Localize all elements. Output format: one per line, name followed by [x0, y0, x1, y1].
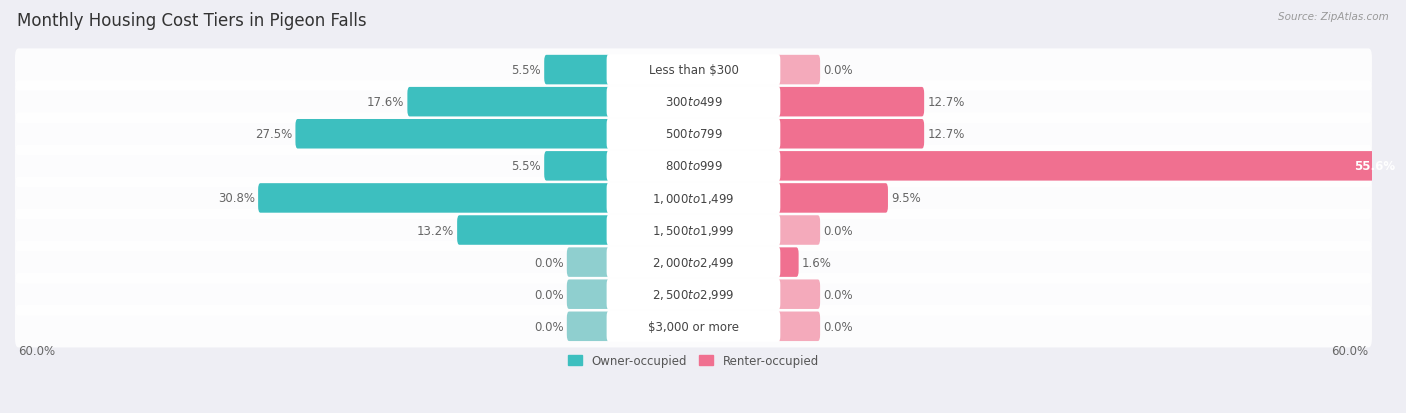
- Text: $1,000 to $1,499: $1,000 to $1,499: [652, 192, 735, 205]
- Text: $3,000 or more: $3,000 or more: [648, 320, 740, 333]
- Text: 0.0%: 0.0%: [534, 288, 564, 301]
- Text: $1,500 to $1,999: $1,500 to $1,999: [652, 223, 735, 237]
- FancyBboxPatch shape: [15, 305, 1372, 348]
- Text: 27.5%: 27.5%: [254, 128, 292, 141]
- Text: $800 to $999: $800 to $999: [665, 160, 723, 173]
- Text: $2,000 to $2,499: $2,000 to $2,499: [652, 256, 735, 269]
- FancyBboxPatch shape: [15, 209, 1372, 252]
- Text: $300 to $499: $300 to $499: [665, 96, 723, 109]
- Text: 0.0%: 0.0%: [824, 288, 853, 301]
- FancyBboxPatch shape: [776, 216, 820, 245]
- Text: 0.0%: 0.0%: [824, 224, 853, 237]
- Text: 60.0%: 60.0%: [18, 344, 55, 357]
- FancyBboxPatch shape: [295, 120, 612, 149]
- FancyBboxPatch shape: [15, 49, 1372, 92]
- FancyBboxPatch shape: [457, 216, 612, 245]
- FancyBboxPatch shape: [259, 184, 612, 213]
- FancyBboxPatch shape: [606, 279, 780, 310]
- FancyBboxPatch shape: [567, 312, 612, 341]
- FancyBboxPatch shape: [15, 177, 1372, 220]
- FancyBboxPatch shape: [15, 241, 1372, 284]
- Text: 55.6%: 55.6%: [1354, 160, 1396, 173]
- FancyBboxPatch shape: [776, 152, 1406, 181]
- FancyBboxPatch shape: [567, 248, 612, 277]
- FancyBboxPatch shape: [15, 113, 1372, 156]
- FancyBboxPatch shape: [15, 145, 1372, 188]
- FancyBboxPatch shape: [15, 273, 1372, 316]
- Text: $2,500 to $2,999: $2,500 to $2,999: [652, 287, 735, 301]
- FancyBboxPatch shape: [606, 183, 780, 214]
- Text: 0.0%: 0.0%: [824, 64, 853, 77]
- Text: 5.5%: 5.5%: [512, 64, 541, 77]
- FancyBboxPatch shape: [606, 119, 780, 150]
- FancyBboxPatch shape: [567, 280, 612, 309]
- Text: 60.0%: 60.0%: [1331, 344, 1368, 357]
- FancyBboxPatch shape: [606, 311, 780, 342]
- Text: 0.0%: 0.0%: [824, 320, 853, 333]
- Text: 13.2%: 13.2%: [416, 224, 454, 237]
- FancyBboxPatch shape: [776, 312, 820, 341]
- Text: Source: ZipAtlas.com: Source: ZipAtlas.com: [1278, 12, 1389, 22]
- Legend: Owner-occupied, Renter-occupied: Owner-occupied, Renter-occupied: [564, 350, 824, 372]
- Text: $500 to $799: $500 to $799: [665, 128, 723, 141]
- FancyBboxPatch shape: [544, 152, 612, 181]
- FancyBboxPatch shape: [408, 88, 612, 117]
- FancyBboxPatch shape: [776, 56, 820, 85]
- FancyBboxPatch shape: [776, 120, 924, 149]
- Text: Monthly Housing Cost Tiers in Pigeon Falls: Monthly Housing Cost Tiers in Pigeon Fal…: [17, 12, 367, 30]
- FancyBboxPatch shape: [15, 81, 1372, 123]
- Text: 30.8%: 30.8%: [218, 192, 254, 205]
- FancyBboxPatch shape: [544, 56, 612, 85]
- FancyBboxPatch shape: [776, 88, 924, 117]
- FancyBboxPatch shape: [776, 280, 820, 309]
- FancyBboxPatch shape: [606, 215, 780, 246]
- FancyBboxPatch shape: [606, 151, 780, 182]
- FancyBboxPatch shape: [776, 184, 889, 213]
- Text: 0.0%: 0.0%: [534, 256, 564, 269]
- FancyBboxPatch shape: [606, 55, 780, 86]
- Text: 12.7%: 12.7%: [928, 128, 965, 141]
- Text: 5.5%: 5.5%: [512, 160, 541, 173]
- Text: 9.5%: 9.5%: [891, 192, 921, 205]
- Text: 0.0%: 0.0%: [534, 320, 564, 333]
- FancyBboxPatch shape: [776, 248, 799, 277]
- FancyBboxPatch shape: [606, 87, 780, 118]
- Text: 1.6%: 1.6%: [801, 256, 832, 269]
- Text: 17.6%: 17.6%: [367, 96, 404, 109]
- Text: 12.7%: 12.7%: [928, 96, 965, 109]
- Text: Less than $300: Less than $300: [648, 64, 738, 77]
- FancyBboxPatch shape: [606, 247, 780, 278]
